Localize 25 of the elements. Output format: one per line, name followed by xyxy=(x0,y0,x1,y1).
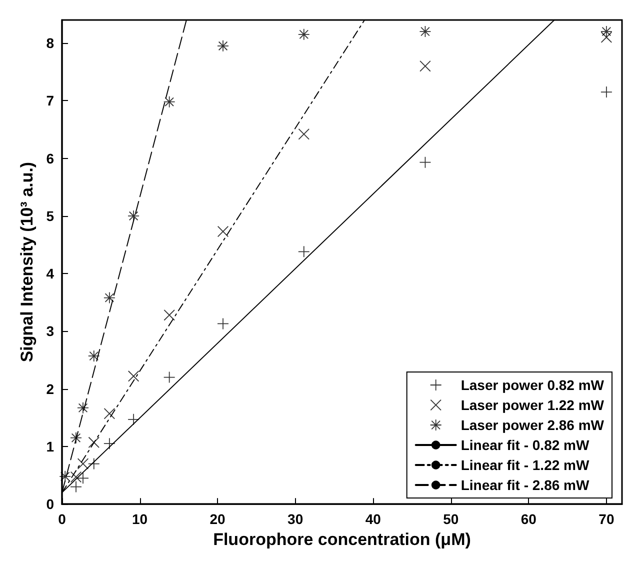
x-tick-label: 50 xyxy=(443,511,459,528)
y-tick-label: 7 xyxy=(46,92,54,109)
y-tick-label: 0 xyxy=(46,496,54,512)
legend-label: Linear fit - 1.22 mW xyxy=(460,457,590,473)
legend-label: Laser power 2.86 mW xyxy=(460,417,605,433)
x-tick-label: 60 xyxy=(520,511,537,528)
y-tick-label: 8 xyxy=(46,35,54,52)
legend-label: Laser power 0.82 mW xyxy=(460,377,605,393)
legend-label: Linear fit - 0.82 mW xyxy=(460,437,590,453)
y-tick-label: 1 xyxy=(46,438,54,454)
legend-label: Laser power 1.22 mW xyxy=(460,397,605,413)
y-tick-label: 3 xyxy=(46,323,54,340)
y-tick-label: 4 xyxy=(46,266,54,282)
x-tick-label: 70 xyxy=(598,511,614,528)
y-axis-title: Signal Intensity (10³ a.u.) xyxy=(17,162,36,362)
x-tick-label: 0 xyxy=(58,511,66,528)
x-tick-label: 20 xyxy=(210,511,226,528)
x-tick-label: 10 xyxy=(132,511,148,528)
y-tick-label: 5 xyxy=(46,208,54,224)
x-tick-label: 30 xyxy=(288,511,304,528)
y-tick-label: 6 xyxy=(46,150,54,166)
legend-label: Linear fit - 2.86 mW xyxy=(460,477,590,493)
x-tick-label: 40 xyxy=(365,511,382,528)
y-tick-label: 2 xyxy=(46,380,54,397)
x-axis-title: Fluorophore concentration (μM) xyxy=(213,530,471,549)
